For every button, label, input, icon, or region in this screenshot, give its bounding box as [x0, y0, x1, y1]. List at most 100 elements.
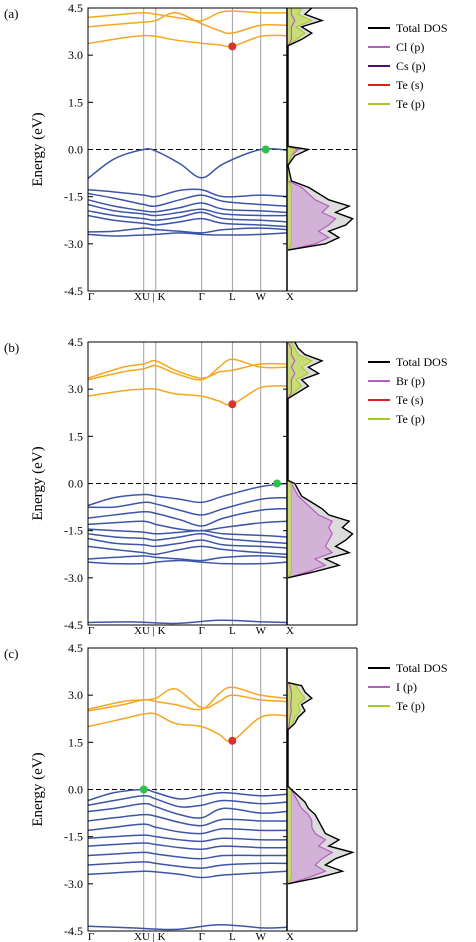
- x-tick-label: W: [256, 931, 267, 942]
- dos-total-line: [287, 681, 355, 885]
- conduction-band: [87, 688, 288, 711]
- y-tick-label: 1.5: [68, 95, 83, 109]
- y-axis-label: Energy (eV): [30, 752, 46, 826]
- dos-anion-line: [287, 341, 334, 579]
- dos-total-line: [287, 341, 354, 579]
- legend-label: Te (s): [396, 393, 423, 407]
- x-tick-label: XU | K: [134, 291, 166, 303]
- panel-label: (b): [4, 340, 19, 355]
- y-axis-label: Energy (eV): [30, 112, 46, 186]
- x-tick-label: Γ: [88, 625, 94, 637]
- legend-label: Te (p): [396, 699, 425, 713]
- conduction-band: [87, 712, 288, 743]
- y-tick-label: -1.5: [64, 524, 83, 538]
- x-tick-label: XU | K: [134, 625, 166, 637]
- valence-band: [87, 870, 288, 879]
- valence-band: [87, 842, 288, 851]
- valence-band: [87, 851, 287, 860]
- conduction-band: [87, 359, 288, 379]
- conduction-band: [87, 686, 288, 712]
- legend-label: Br (p): [396, 374, 425, 388]
- valence-band: [87, 147, 288, 180]
- valence-band: [87, 227, 288, 234]
- x-tick-label: X: [286, 625, 294, 637]
- dos-anion-fill: [288, 342, 333, 578]
- valence-band: [87, 188, 288, 198]
- x-tick-label: Γ: [88, 291, 94, 303]
- conduction-band: [87, 358, 288, 381]
- valence-band: [87, 232, 288, 237]
- valence-band: [87, 834, 288, 843]
- valence-band: [87, 537, 288, 549]
- valence-band: [87, 482, 288, 507]
- valence-band: [87, 199, 288, 214]
- conduction-band: [87, 385, 288, 406]
- valence-band: [87, 559, 288, 565]
- y-tick-label: 1.5: [68, 735, 83, 749]
- valence-band: [87, 923, 288, 931]
- valence-band: [87, 861, 288, 869]
- y-tick-label: 4.5: [68, 641, 83, 655]
- valence-band: [87, 203, 288, 217]
- y-tick-label: 0.0: [68, 783, 83, 797]
- valence-band: [87, 192, 288, 208]
- x-tick-label: Γ: [88, 931, 94, 942]
- y-tick-label: 0.0: [68, 477, 83, 491]
- y-tick-label: -1.5: [64, 830, 83, 844]
- cbm-marker: [228, 42, 237, 51]
- valence-band: [87, 802, 288, 819]
- valence-band: [87, 545, 288, 556]
- valence-band: [87, 520, 288, 532]
- y-tick-label: -4.5: [64, 924, 83, 938]
- y-tick-label: 3.0: [68, 48, 83, 62]
- panel-label: (a): [4, 6, 18, 21]
- dos-total-line: [287, 7, 354, 251]
- legend-label: Te (p): [396, 412, 425, 426]
- x-tick-label: L: [229, 291, 236, 303]
- legend-label: I (p): [396, 680, 417, 694]
- y-tick-label: 1.5: [68, 429, 83, 443]
- dos-anion-fill: [288, 682, 333, 884]
- valence-band: [87, 795, 288, 808]
- y-tick-label: 4.5: [68, 1, 83, 15]
- valence-band: [87, 533, 288, 544]
- y-tick-label: -4.5: [64, 284, 83, 298]
- dos-te-p-line: [287, 682, 306, 885]
- legend-label: Total DOS: [396, 661, 448, 675]
- valence-band: [87, 496, 288, 516]
- valence-band: [87, 214, 288, 228]
- conduction-band: [87, 34, 288, 48]
- dos-anion-fill: [288, 8, 336, 251]
- cbm-marker: [228, 736, 237, 745]
- x-tick-label: L: [229, 931, 236, 942]
- x-tick-label: XU | K: [134, 931, 166, 942]
- valence-band: [87, 210, 288, 223]
- valence-band: [87, 528, 288, 538]
- legend-label: Cs (p): [396, 59, 426, 73]
- dos-anion-line: [287, 682, 334, 885]
- x-tick-label: X: [286, 931, 294, 942]
- x-tick-label: Γ: [199, 625, 205, 637]
- y-axis-label: Energy (eV): [30, 446, 46, 520]
- legend-label: Te (s): [396, 78, 423, 92]
- x-tick-label: Γ: [199, 931, 205, 942]
- legend-label: Total DOS: [396, 21, 448, 35]
- dos-te-p-fill: [288, 342, 312, 578]
- dos-te-p-fill: [288, 682, 305, 884]
- vbm-marker: [273, 479, 281, 488]
- panel-label: (c): [4, 646, 18, 661]
- valence-band: [87, 619, 288, 625]
- x-tick-label: X: [286, 291, 294, 303]
- y-tick-label: 3.0: [68, 688, 83, 702]
- valence-band: [87, 823, 288, 835]
- x-tick-label: L: [229, 625, 236, 637]
- y-tick-label: -3.0: [64, 571, 83, 585]
- valence-band: [87, 507, 288, 527]
- y-tick-label: 4.5: [68, 335, 83, 349]
- dos-te-p-line: [287, 7, 314, 251]
- valence-band: [87, 813, 288, 827]
- valence-band: [87, 555, 288, 562]
- legend-label: Total DOS: [396, 355, 448, 369]
- y-tick-label: 3.0: [68, 382, 83, 396]
